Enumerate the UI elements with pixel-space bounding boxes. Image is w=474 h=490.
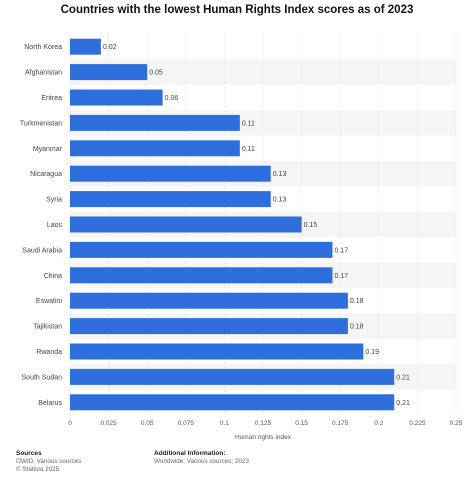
x-tick-label: 0.125 <box>255 420 272 427</box>
x-tick-label: 0.15 <box>295 420 308 427</box>
bar <box>70 89 163 106</box>
value-label: 0.15 <box>304 222 318 229</box>
bar <box>70 368 395 385</box>
additional-info-block: Additional Information: Worldwide; Vario… <box>154 450 249 466</box>
value-label: 0.11 <box>242 120 255 127</box>
category-label: Saudi Arabia <box>22 247 62 254</box>
category-label: Belarus <box>38 400 62 407</box>
bar <box>70 114 240 131</box>
value-label: 0.17 <box>334 247 348 254</box>
x-axis-title: Human rights index <box>235 434 292 441</box>
value-label: 0.05 <box>149 70 163 77</box>
value-label: 0.18 <box>350 324 364 331</box>
sources-line-1: OWID; Various sources <box>16 458 82 465</box>
bar <box>70 38 101 55</box>
category-label: South Sudan <box>22 374 63 381</box>
category-label: Eritrea <box>41 95 62 102</box>
x-tick-label: 0.1 <box>220 420 229 427</box>
bar-chart: North Korea 0.02 Afghanistan 0.05 Eritrea 0.0… <box>20 34 463 441</box>
bar <box>70 140 240 157</box>
value-label: 0.17 <box>334 273 348 280</box>
x-tick-label: 0.075 <box>178 420 195 427</box>
x-tick-label: 0.025 <box>100 420 117 427</box>
x-tick-label: 0.2 <box>374 420 383 427</box>
value-label: 0.19 <box>365 349 379 356</box>
bar <box>70 216 302 233</box>
category-label: China <box>44 273 62 280</box>
bar <box>70 165 271 182</box>
category-label: Afghanistan <box>25 70 62 77</box>
category-label: Myanmar <box>33 146 63 153</box>
value-label: 0.13 <box>273 197 287 204</box>
category-label: Laos <box>47 222 63 229</box>
x-tick-label: 0.05 <box>141 420 154 427</box>
sources-line-2: © Statista 2025 <box>16 466 60 473</box>
value-label: 0.18 <box>350 298 364 305</box>
bar <box>70 318 348 335</box>
chart-title: Countries with the lowest Human Rights I… <box>60 4 414 16</box>
bar <box>70 343 364 360</box>
value-label: 0.21 <box>396 374 410 381</box>
category-label: Rwanda <box>36 349 62 356</box>
category-label: Turkmenistan <box>20 120 62 127</box>
x-tick-label: 0.175 <box>332 420 349 427</box>
value-label: 0.06 <box>165 95 179 102</box>
additional-info-line-1: Worldwide; Various sources; 2023 <box>154 458 249 465</box>
category-label: Syria <box>46 197 62 204</box>
additional-info-heading: Additional Information: <box>154 450 226 457</box>
sources-heading: Sources <box>16 450 42 457</box>
category-label: Nicaragua <box>30 171 62 178</box>
sources-block: Sources OWID; Various sources © Statista… <box>16 450 81 474</box>
bar <box>70 64 148 81</box>
category-label: Tajikistan <box>33 324 62 331</box>
x-tick-label: 0.225 <box>409 420 426 427</box>
value-label: 0.02 <box>103 44 117 51</box>
bar <box>70 394 395 411</box>
category-label: Eswatini <box>36 298 63 305</box>
bar <box>70 241 333 258</box>
value-label: 0.21 <box>396 400 410 407</box>
bar <box>70 292 348 309</box>
x-tick-label: 0 <box>68 420 72 427</box>
bar <box>70 267 333 284</box>
category-label: North Korea <box>24 44 62 51</box>
value-label: 0.13 <box>273 171 287 178</box>
value-label: 0.11 <box>242 146 255 153</box>
x-tick-label: 0.25 <box>450 420 463 427</box>
bar <box>70 191 271 208</box>
